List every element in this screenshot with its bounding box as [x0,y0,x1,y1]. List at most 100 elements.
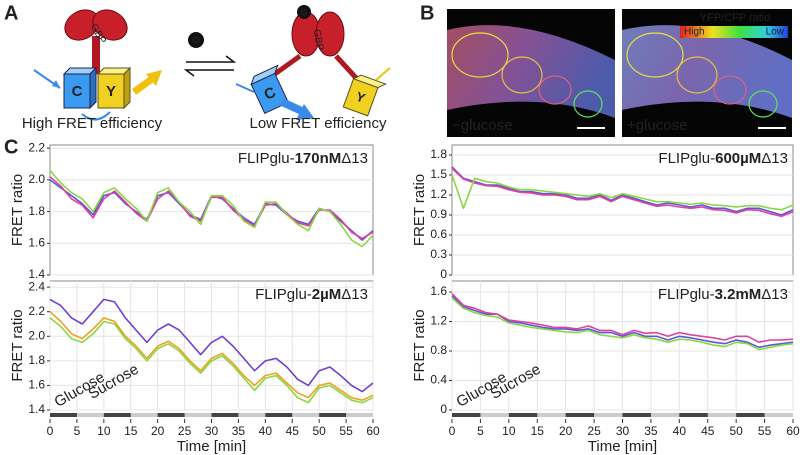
x-tick-label: 60 [786,424,800,438]
x-tick-label: 35 [232,424,246,438]
glucose-label: G [300,7,307,17]
y-tick-label: 2.0 [28,172,45,186]
panel-label: C [4,136,18,158]
chart-title: FLIPglu-600µMΔ13 [658,150,788,167]
x-tick-label: 20 [559,424,573,438]
y-tick-label: 2.4 [28,279,45,293]
y-tick-label: 1.2 [430,187,447,201]
title-part: Δ13 [341,286,368,303]
y-tick-label: 0.4 [430,373,447,387]
x-tick-label: 10 [502,424,516,438]
series-line [49,311,374,401]
x-tick-label: 25 [587,424,601,438]
colorbar-title: YFP/CFP ratio [700,12,771,24]
stimulus-period [622,413,651,417]
high-fret-diagram: GBP C Y [33,9,162,121]
stimulus-period [211,413,239,417]
x-tick-label: 0 [449,424,456,438]
title-part: FLIPglu- [238,150,295,167]
title-part: 2µM [312,286,341,303]
x-tick-label: 20 [151,424,165,438]
x-axis-label: Time [min] [177,438,246,455]
caption: Low FRET efficiency [250,115,387,132]
title-part: Δ13 [761,286,788,303]
x-tick-label: 35 [644,424,658,438]
x-tick-label: 40 [259,424,273,438]
x-tick-label: 60 [366,424,380,438]
title-part: FLIPglu- [658,150,715,167]
stimulus-period [157,413,185,417]
y-tick-label: 2.0 [28,328,45,342]
series-line [49,298,374,393]
x-tick-label: 15 [531,424,545,438]
plot-area [451,144,794,276]
gbp-label: GBP [311,29,326,52]
x-tick-label: 25 [178,424,192,438]
y-tick-label: 1.8 [430,147,447,161]
series-line [451,297,794,351]
stimulus-period [452,413,481,417]
y-tick-label: 1.4 [28,402,45,416]
panel-label: A [4,2,18,24]
title-part: 600µM [715,150,761,167]
cfp-label: C [72,83,83,100]
series-line [451,174,794,211]
y-tick-label: 2.2 [28,304,45,318]
equilibrium: G [183,32,237,77]
y-tick-label: 0.6 [430,227,447,241]
title-part: Δ13 [341,150,368,167]
chart-title: FLIPglu-170nMΔ13 [238,150,368,167]
x-axis-label: Time [min] [588,438,657,455]
panel-label: B [420,2,434,24]
y-tick-label: 1.6 [28,235,45,249]
x-tick-label: 55 [758,424,772,438]
y-tick-label: 1.5 [430,167,447,181]
caption: High FRET efficiency [22,115,163,132]
cell-image: +glucose YFP/CFP ratio High Low [622,9,792,137]
stimulus-period [679,413,708,417]
x-tick-label: 30 [616,424,630,438]
series-line [451,292,794,343]
stimulus-period [508,413,538,417]
series-line [49,169,374,248]
colorbar-high: High [684,27,705,38]
y-tick-label: 0.8 [430,343,447,357]
stimulus-period [50,413,77,417]
y-tick-label: 0 [440,402,447,416]
y-axis-label: FRET ratio [9,309,26,381]
stimulus-period [736,413,765,417]
title-part: FLIPglu- [255,286,312,303]
glucose-label: G [192,36,200,47]
y-tick-label: 1.6 [430,284,447,298]
x-tick-label: 0 [47,424,54,438]
x-tick-label: 55 [339,424,353,438]
x-tick-label: 50 [312,424,326,438]
stimulus-period [565,413,595,417]
series-line [451,295,794,349]
low-fret-diagram: G GBP C Y [235,5,391,120]
y-tick-label: 1.2 [430,314,447,328]
image-label: −glucose [452,117,512,134]
title-part: 170nM [295,150,342,167]
y-tick-label: 0.9 [430,207,447,221]
x-tick-label: 30 [205,424,219,438]
x-tick-label: 50 [729,424,743,438]
colorbar [680,26,788,38]
stimulus-period [265,413,293,417]
x-tick-label: 5 [477,424,484,438]
colorbar-low: Low [766,27,785,38]
chart-title: FLIPglu-3.2mMΔ13 [658,286,788,303]
yfp-label: Y [106,83,116,100]
y-tick-label: 2.2 [28,140,45,154]
y-axis-label: FRET ratio [9,174,26,246]
y-tick-label: 1.6 [28,378,45,392]
x-tick-label: 5 [74,424,81,438]
series-line [49,317,374,404]
y-tick-label: 1.8 [28,353,45,367]
y-tick-label: 1.8 [28,204,45,218]
y-tick-label: 1.4 [28,267,45,281]
chart-title: FLIPglu-2µMΔ13 [255,286,368,303]
title-part: FLIPglu- [658,286,715,303]
x-tick-label: 45 [701,424,715,438]
y-axis-label: FRET ratio [411,309,428,381]
